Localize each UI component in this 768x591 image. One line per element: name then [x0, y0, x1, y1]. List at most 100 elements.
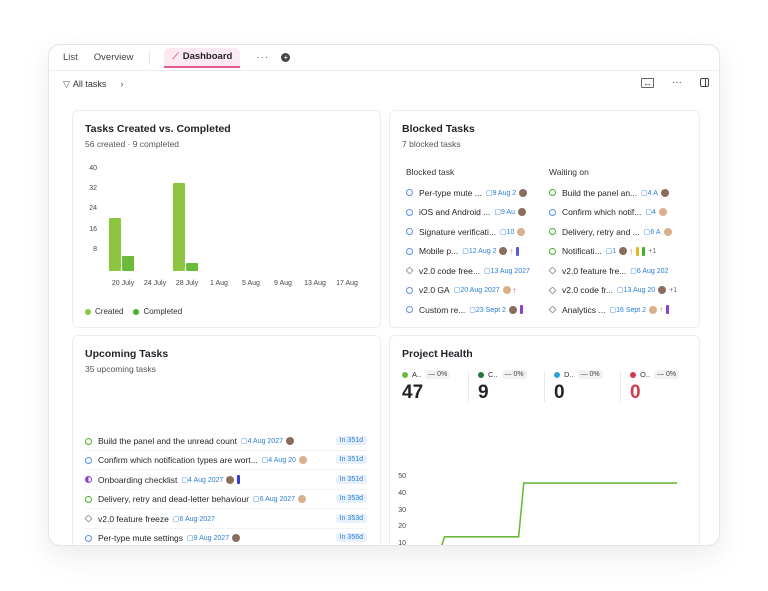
- table-row[interactable]: Per-type mute ... ▢9 Aug 2 Build the panel…: [402, 183, 690, 202]
- health-metric[interactable]: C.. — 0% 9: [478, 370, 558, 404]
- due-date: ▢20 Aug 2027: [453, 287, 500, 294]
- blocked-task-cell[interactable]: Per-type mute ... ▢9 Aug 2: [406, 183, 528, 202]
- metric-color-dot: [478, 371, 484, 378]
- tab-list[interactable]: List: [63, 52, 78, 63]
- chevron-right-icon[interactable]: ›: [120, 79, 124, 89]
- task-name: Custom re...: [419, 304, 466, 315]
- waiting-on-cell[interactable]: Delivery, retry and ... ▢6 A: [549, 222, 672, 241]
- fit-width-icon[interactable]: ↔: [641, 77, 654, 88]
- table-row[interactable]: v2.0 GA ▢20 Aug 2027 ↑ v2.0 code fr... ▢13 A…: [402, 281, 690, 300]
- legend-completed-label: Completed: [143, 307, 183, 316]
- card-subtitle: 35 upcoming tasks: [85, 364, 156, 374]
- priority-up-icon: ↑: [512, 285, 517, 295]
- waiting-on-cell[interactable]: Analytics ... ▢16 Sept 2 ↑: [548, 300, 670, 319]
- task-name: Delivery, retry and dead-letter behaviou…: [98, 494, 250, 505]
- health-metric[interactable]: A.. — 0% 47: [402, 370, 482, 404]
- avatar: [517, 227, 526, 236]
- chart-legend: Created Completed: [85, 307, 182, 316]
- due-date: ▢13 Aug 2027: [483, 267, 530, 275]
- task-name: v2.0 GA: [419, 285, 450, 295]
- avatar: [286, 437, 294, 445]
- waiting-on-cell[interactable]: v2.0 feature fre... ▢6 Aug 202: [548, 261, 668, 280]
- table-row[interactable]: v2.0 code free... ▢13 Aug 2027 v2.0 featur…: [402, 261, 690, 280]
- avatar: [663, 227, 672, 236]
- label-tag: [237, 475, 241, 485]
- avatar: [508, 305, 517, 314]
- avatar: [658, 208, 667, 216]
- status-icon: [85, 534, 92, 542]
- avatar: [658, 286, 667, 294]
- tab-divider: [149, 50, 151, 65]
- status-icon: [548, 305, 557, 314]
- tab-dashboard[interactable]: ⟋ Dashboard: [164, 47, 241, 68]
- due-badge: In 356d: [335, 533, 367, 542]
- due-date: ▢6 Aug 2027: [172, 515, 215, 523]
- waiting-on-cell[interactable]: v2.0 code fr... ▢13 Aug 20 +1: [548, 281, 677, 300]
- table-row[interactable]: iOS and Android ... ▢9 Au Confirm which no…: [402, 203, 690, 222]
- blocked-task-cell[interactable]: v2.0 GA ▢20 Aug 2027 ↑: [406, 281, 517, 300]
- metric-change: — 0%: [501, 370, 527, 379]
- list-item[interactable]: Per-type mute settings ▢9 Aug 2027 In 356d: [85, 529, 367, 545]
- task-name: v2.0 code free...: [419, 265, 480, 276]
- list-item[interactable]: Delivery, retry and dead-letter behaviou…: [85, 490, 367, 510]
- blocked-task-cell[interactable]: iOS and Android ... ▢9 Au: [406, 203, 526, 222]
- status-icon: [85, 495, 92, 503]
- x-tick-label: 28 July: [175, 280, 199, 287]
- status-icon: [405, 266, 414, 275]
- avatar: [499, 247, 508, 255]
- avatar: [649, 305, 658, 314]
- task-name: Mobile p...: [419, 246, 459, 256]
- legend-created-label: Created: [95, 307, 124, 316]
- avatar: [232, 534, 241, 542]
- waiting-on-cell[interactable]: Notificati... ▢1 ↑ +1: [549, 242, 656, 261]
- status-icon: [549, 228, 556, 235]
- table-row[interactable]: Custom re... ▢23 Sept 2 Analytics ... ▢16 S…: [402, 300, 690, 319]
- app-window: List Overview ⟋ Dashboard ··· + ▽ All ta…: [48, 44, 720, 546]
- x-tick-label: 20 July: [111, 280, 135, 287]
- list-item[interactable]: Onboarding checklist ▢4 Aug 2027 In 351d: [85, 471, 367, 490]
- waiting-on-cell[interactable]: Confirm which notif... ▢4: [549, 203, 667, 222]
- task-name: Signature verificati...: [419, 226, 497, 237]
- metric-label-row: C.. — 0%: [478, 370, 558, 379]
- table-row[interactable]: Mobile p... ▢12 Aug 2 ↑ Notificati... ▢1 ↑ +1: [402, 242, 690, 261]
- due-date: ▢23 Sept 2: [469, 306, 506, 314]
- filter-label: All tasks: [72, 79, 107, 89]
- metric-label: C..: [488, 370, 498, 379]
- metric-value: 0: [630, 382, 641, 403]
- tab-overview[interactable]: Overview: [93, 52, 134, 63]
- task-name: Notificati...: [562, 246, 602, 256]
- status-icon: [406, 286, 413, 294]
- due-date: ▢4 A: [641, 189, 658, 197]
- list-item[interactable]: v2.0 feature freeze ▢6 Aug 2027 In 353d: [84, 510, 367, 529]
- metric-divider: [620, 372, 621, 402]
- side-panel-icon[interactable]: [700, 78, 709, 87]
- health-metric[interactable]: O.. — 0% 0: [630, 370, 710, 404]
- more-tabs-button[interactable]: ···: [256, 52, 270, 63]
- waiting-on-cell[interactable]: Build the panel an... ▢4 A: [549, 183, 669, 202]
- metric-divider: [544, 372, 545, 402]
- blocked-task-cell[interactable]: Mobile p... ▢12 Aug 2 ↑: [406, 242, 520, 261]
- add-view-button[interactable]: +: [281, 53, 291, 62]
- health-metric[interactable]: D.. — 0% 0: [554, 370, 634, 404]
- metric-change: — 0%: [425, 370, 451, 379]
- avatar: [519, 188, 528, 197]
- tab-dashboard-label: Dashboard: [182, 51, 233, 62]
- y-tick-label: 10: [398, 540, 406, 546]
- blocked-task-cell[interactable]: Custom re... ▢23 Sept 2: [406, 300, 523, 319]
- label-tag: [636, 246, 640, 256]
- card-title: Blocked Tasks: [402, 123, 475, 135]
- filter-dropdown[interactable]: ▽ All tasks: [63, 79, 106, 90]
- metric-change: — 0%: [577, 370, 603, 379]
- list-item[interactable]: Confirm which notification types are wor…: [85, 451, 367, 471]
- table-row[interactable]: Signature verificati... ▢10 Delivery, retr…: [402, 222, 690, 241]
- list-item[interactable]: Build the panel and the unread count ▢4 A…: [85, 432, 367, 451]
- task-name: Build the panel an...: [562, 187, 638, 198]
- blocked-task-cell[interactable]: Signature verificati... ▢10: [406, 222, 526, 241]
- metric-label-row: A.. — 0%: [402, 370, 482, 379]
- card-subtitle: 56 created · 9 completed: [85, 139, 180, 149]
- more-options-button[interactable]: ···: [672, 77, 682, 88]
- blocked-task-cell[interactable]: v2.0 code free... ▢13 Aug 2027: [405, 261, 530, 280]
- task-name: Delivery, retry and ...: [562, 226, 640, 237]
- priority-up-icon: ↑: [629, 246, 634, 256]
